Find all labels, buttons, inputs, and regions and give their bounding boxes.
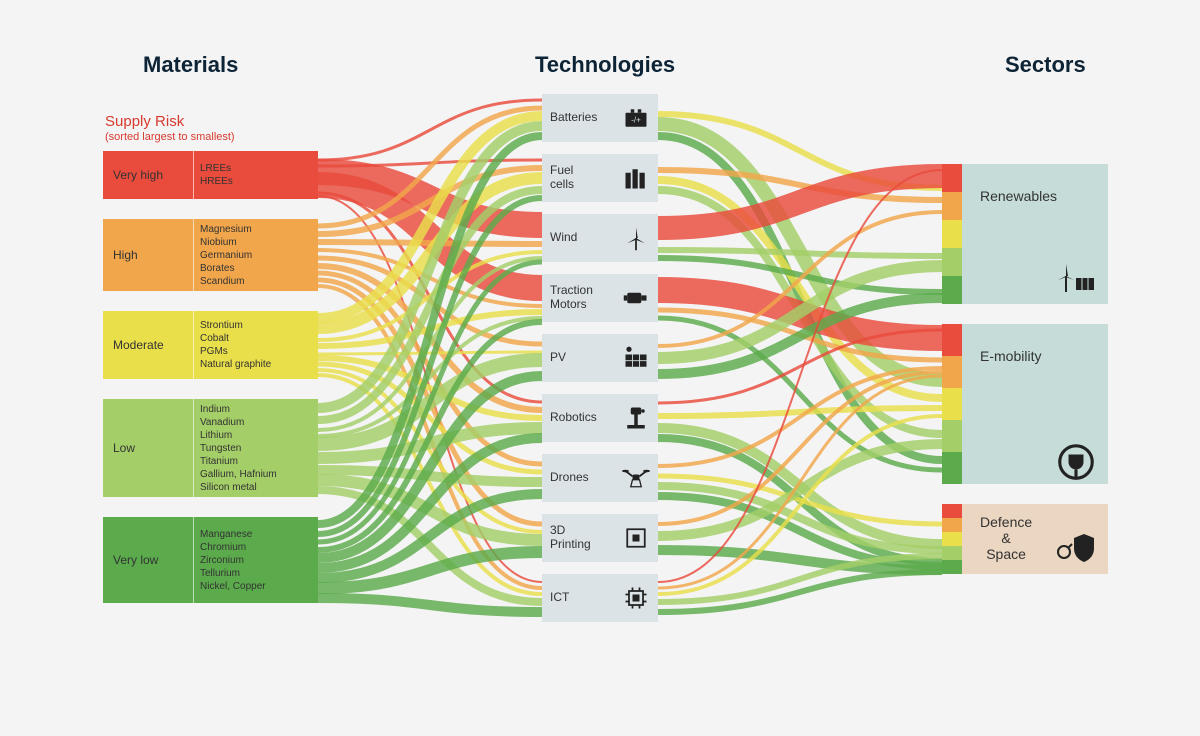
sector-renewables: Renewables <box>962 164 1108 304</box>
material-items: StrontiumCobaltPGMsNatural graphite <box>193 311 318 379</box>
material-label: Very high <box>103 151 193 199</box>
motor-icon <box>622 284 650 312</box>
sector-stripes-defence <box>942 504 962 574</box>
tech-label: TractionMotors <box>550 284 622 312</box>
tech-wind: Wind <box>542 214 658 262</box>
material-items: MagnesiumNiobiumGermaniumBoratesScandium <box>193 219 318 291</box>
header-sectors: Sectors <box>1005 52 1086 78</box>
printer-icon <box>622 524 650 552</box>
fuelcell-icon <box>622 164 650 192</box>
material-label: High <box>103 219 193 291</box>
tech-label: 3DPrinting <box>550 524 622 552</box>
tech-drones: Drones <box>542 454 658 502</box>
material-moderate: ModerateStrontiumCobaltPGMsNatural graph… <box>103 311 318 379</box>
flow-link <box>658 250 942 256</box>
tech-pv: PV <box>542 334 658 382</box>
plug-icon <box>1056 442 1096 474</box>
material-label: Moderate <box>103 311 193 379</box>
tech-label: Wind <box>550 231 622 245</box>
robot-icon <box>622 404 650 432</box>
renew-icon <box>1056 262 1096 294</box>
flow-link <box>318 352 542 354</box>
sector-label: E-mobility <box>980 348 1041 364</box>
wind-icon <box>622 224 650 252</box>
material-label: Low <box>103 399 193 497</box>
tech-label: Robotics <box>550 411 622 425</box>
tech-label: ICT <box>550 591 622 605</box>
sector-stripes-renewables <box>942 164 962 304</box>
material-items: LREEsHREEs <box>193 151 318 199</box>
shield-icon <box>1056 532 1096 564</box>
tech-traction: TractionMotors <box>542 274 658 322</box>
sector-stripes-emobility <box>942 324 962 484</box>
supply-risk-subtitle: (sorted largest to smallest) <box>105 131 235 143</box>
sector-label: Renewables <box>980 188 1057 204</box>
battery-icon: -/+ <box>622 104 650 132</box>
sector-label: Defence&Space <box>980 514 1032 562</box>
tech-label: Fuelcells <box>550 164 622 192</box>
material-items: ManganeseChromiumZirconiumTelluriumNicke… <box>193 517 318 603</box>
tech-printing: 3DPrinting <box>542 514 658 562</box>
svg-text:-/+: -/+ <box>631 115 641 124</box>
tech-label: Drones <box>550 471 622 485</box>
material-very_low: Very lowManganeseChromiumZirconiumTellur… <box>103 517 318 603</box>
tech-label: Batteries <box>550 111 622 125</box>
tech-robotics: Robotics <box>542 394 658 442</box>
tech-batteries: Batteries -/+ <box>542 94 658 142</box>
material-label: Very low <box>103 517 193 603</box>
pv-icon <box>622 344 650 372</box>
tech-label: PV <box>550 351 622 365</box>
chip-icon <box>622 584 650 612</box>
header-technologies: Technologies <box>535 52 675 78</box>
drone-icon <box>622 464 650 492</box>
sector-emobility: E-mobility <box>962 324 1108 484</box>
header-materials: Materials <box>143 52 238 78</box>
material-high: HighMagnesiumNiobiumGermaniumBoratesScan… <box>103 219 318 291</box>
material-items: IndiumVanadiumLithiumTungstenTitaniumGal… <box>193 399 318 497</box>
tech-fuel_cells: Fuelcells <box>542 154 658 202</box>
material-low: LowIndiumVanadiumLithiumTungstenTitanium… <box>103 399 318 497</box>
material-very_high: Very highLREEsHREEs <box>103 151 318 199</box>
tech-ict: ICT <box>542 574 658 622</box>
supply-risk-title: Supply Risk <box>105 113 184 130</box>
sector-defence: Defence&Space <box>962 504 1108 574</box>
